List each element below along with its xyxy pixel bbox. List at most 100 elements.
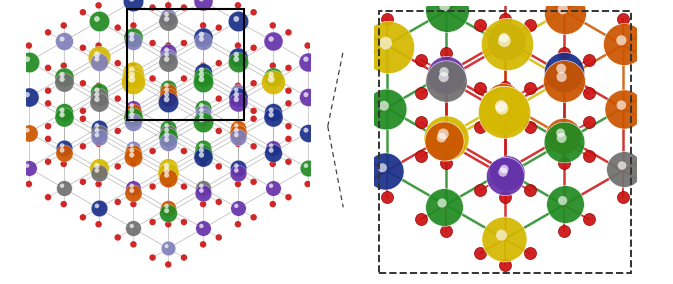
Point: [357, 28, 367, 33]
Point: [112, 129, 123, 133]
Point: [233, 141, 244, 146]
Point: [267, 80, 278, 84]
Point: [213, 200, 224, 204]
Point: [22, 92, 32, 97]
Point: [439, 204, 450, 209]
Point: [497, 106, 507, 110]
Point: [499, 84, 510, 89]
Point: [128, 226, 139, 231]
Point: [42, 137, 53, 141]
Point: [559, 202, 570, 206]
Point: [283, 124, 294, 128]
Point: [441, 7, 452, 12]
Point: [163, 90, 174, 95]
Point: [266, 143, 277, 148]
Point: [24, 166, 34, 170]
Point: [231, 133, 242, 137]
Point: [59, 186, 69, 191]
Point: [92, 88, 102, 92]
Point: [213, 96, 224, 101]
Point: [93, 19, 104, 24]
Point: [77, 10, 88, 14]
Point: [583, 217, 594, 222]
Point: [162, 88, 172, 92]
Point: [198, 80, 209, 84]
Point: [59, 151, 69, 155]
Point: [267, 39, 278, 44]
Point: [495, 104, 506, 108]
Point: [499, 35, 509, 40]
Point: [283, 195, 294, 199]
Point: [162, 97, 172, 102]
Point: [267, 162, 278, 166]
Point: [93, 126, 104, 130]
Point: [248, 10, 259, 14]
Point: [128, 70, 139, 74]
Point: [163, 85, 174, 90]
Point: [162, 133, 172, 137]
Point: [127, 32, 137, 37]
Point: [92, 204, 102, 208]
Point: [162, 123, 172, 128]
Point: [178, 5, 189, 10]
Point: [357, 120, 367, 124]
Point: [112, 200, 123, 204]
Point: [128, 104, 139, 108]
Point: [231, 17, 242, 21]
Point: [59, 75, 69, 79]
Point: [560, 11, 571, 15]
Point: [92, 57, 102, 61]
Point: [233, 83, 244, 88]
Point: [501, 170, 512, 175]
Point: [24, 59, 34, 64]
Point: [213, 164, 224, 169]
Point: [555, 131, 566, 135]
Point: [127, 103, 137, 108]
Point: [267, 23, 278, 28]
Point: [57, 72, 67, 77]
Point: [128, 186, 139, 191]
Point: [77, 179, 88, 184]
Point: [77, 215, 88, 220]
Point: [618, 106, 629, 111]
Point: [163, 59, 174, 64]
Point: [642, 183, 653, 187]
Point: [379, 103, 390, 108]
Point: [524, 251, 535, 256]
Point: [42, 101, 53, 106]
Point: [499, 16, 510, 21]
Point: [301, 57, 312, 61]
Point: [441, 73, 452, 78]
Point: [501, 42, 512, 47]
Point: [162, 208, 172, 213]
Point: [198, 120, 209, 124]
Point: [24, 43, 34, 48]
Point: [178, 41, 189, 45]
Point: [198, 191, 209, 195]
Point: [163, 206, 174, 210]
Point: [198, 23, 209, 28]
Point: [248, 116, 259, 121]
Point: [42, 124, 53, 128]
Point: [198, 104, 209, 108]
Point: [382, 45, 393, 49]
Point: [198, 202, 209, 206]
Point: [147, 184, 158, 189]
Point: [496, 233, 507, 237]
Point: [163, 3, 174, 8]
Point: [196, 77, 207, 82]
Point: [92, 123, 102, 128]
Point: [231, 52, 242, 57]
Bar: [127, 9, 244, 120]
Point: [498, 108, 509, 112]
Point: [147, 149, 158, 153]
Point: [196, 32, 207, 37]
Point: [24, 130, 34, 135]
Point: [147, 220, 158, 224]
Point: [440, 161, 451, 166]
Point: [93, 90, 104, 95]
Point: [163, 124, 174, 128]
Point: [556, 75, 567, 79]
Point: [583, 91, 594, 96]
Point: [59, 39, 69, 44]
